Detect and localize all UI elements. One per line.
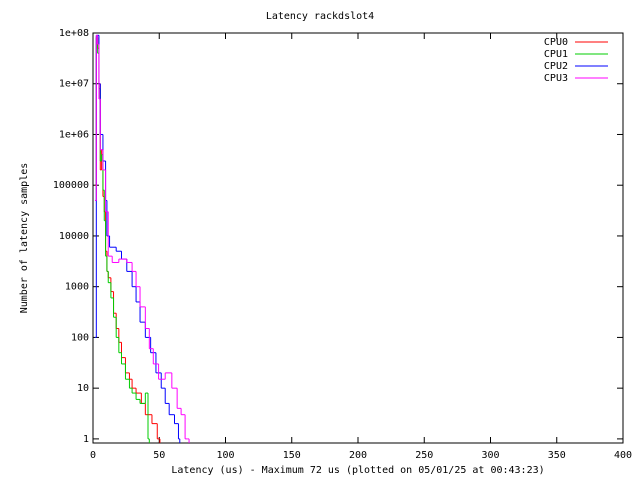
x-tick-label: 350 (548, 450, 566, 461)
y-tick-label: 100000 (53, 180, 89, 191)
chart-title: Latency rackdslot4 (266, 11, 374, 22)
y-tick-label: 1e+08 (59, 28, 89, 39)
legend-label: CPU1 (544, 49, 568, 60)
x-tick-label: 200 (349, 450, 367, 461)
legend-label: CPU3 (544, 73, 568, 84)
legend-label: CPU2 (544, 61, 568, 72)
x-tick-label: 50 (153, 450, 165, 461)
y-tick-label: 100 (71, 332, 89, 343)
y-tick-label: 10000 (59, 231, 89, 242)
x-tick-label: 150 (283, 450, 301, 461)
y-tick-label: 1 (83, 434, 89, 445)
y-tick-label: 1e+07 (59, 79, 89, 90)
x-tick-label: 400 (614, 450, 632, 461)
plot-frame (92, 32, 624, 444)
y-tick-label: 1e+06 (59, 129, 89, 140)
x-tick-label: 300 (481, 450, 499, 461)
y-axis-label: Number of latency samples (19, 163, 30, 314)
y-tick-label: 1000 (65, 282, 89, 293)
x-tick-label: 0 (90, 450, 96, 461)
legend-label: CPU0 (544, 37, 568, 48)
x-tick-label: 100 (216, 450, 234, 461)
x-axis-label: Latency (us) - Maximum 72 us (plotted on… (171, 465, 544, 476)
y-tick-label: 10 (77, 383, 89, 394)
x-tick-label: 250 (415, 450, 433, 461)
